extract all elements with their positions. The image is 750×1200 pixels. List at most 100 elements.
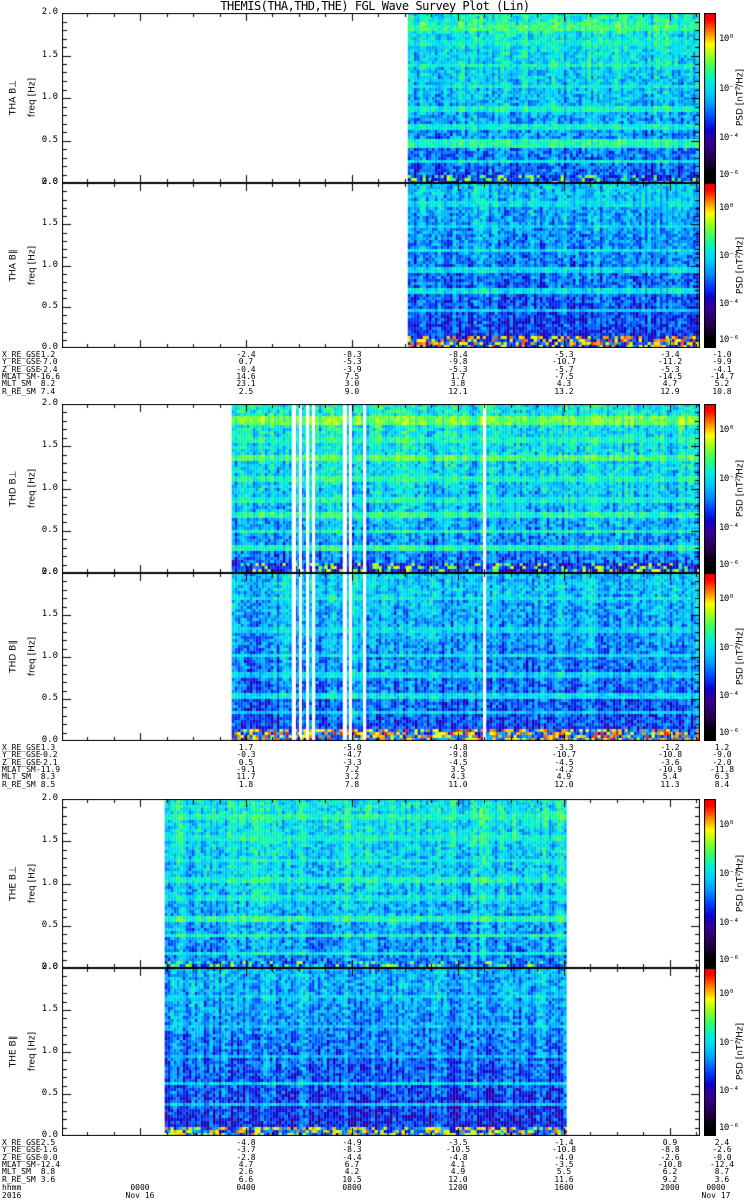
y-axis-label: freq [Hz] — [27, 636, 38, 677]
eph-value: 8.8 — [40, 1167, 56, 1177]
spectrogram-the-bpar — [62, 968, 700, 1136]
colorbar-tick-label: 10⁻⁶ — [719, 1123, 739, 1134]
eph-value: -0.4 — [236, 364, 256, 374]
eph-value: 1.2 — [40, 350, 56, 359]
panel-label: THD B∥ — [8, 640, 19, 673]
eph-value: 3.6 — [714, 1174, 730, 1184]
eph-value: 12.1 — [448, 386, 468, 396]
y-tick-label: 0.5 — [41, 919, 58, 930]
colorbar-tick-label: 10⁻⁶ — [719, 728, 739, 739]
eph-value: 1.2 — [714, 743, 730, 752]
time-tick-label: 0400 — [236, 1183, 256, 1193]
eph-value: -4.9 — [342, 1138, 362, 1147]
eph-value: -10.9 — [657, 764, 683, 774]
eph-value: 8.3 — [40, 772, 56, 782]
eph-value: 7.5 — [344, 371, 360, 381]
colorbar-tick-label: 10⁻² — [719, 869, 739, 880]
eph-value: 7.2 — [344, 764, 360, 774]
colorbar-label: PSD [nT²/Hz] — [735, 854, 746, 912]
colorbar-tick-label: 10⁻⁴ — [719, 132, 739, 143]
time-tick-label: 1200 — [448, 1183, 468, 1193]
eph-row-label: Y_RE_GSE — [2, 750, 41, 760]
eph-value: -5.0 — [342, 743, 362, 752]
eph-value: 8.5 — [40, 779, 56, 789]
eph-value: 6.3 — [714, 772, 730, 782]
colorbar-label: PSD [nT²/Hz] — [735, 236, 746, 294]
eph-row-label: R_RE_SM — [2, 1174, 36, 1184]
panel-label: THE B∥ — [8, 1035, 19, 1068]
eph-value: -9.1 — [236, 764, 256, 774]
colorbar — [704, 183, 716, 348]
spectrogram-tha-bperp — [62, 13, 700, 183]
eph-value: -4.0 — [554, 1152, 574, 1162]
eph-value: -3.9 — [342, 364, 362, 374]
eph-value: -9.8 — [448, 750, 468, 760]
eph-value: -3.4 — [660, 350, 680, 359]
eph-value: 11.7 — [236, 772, 256, 782]
colorbar-tick-label: 10⁻⁶ — [719, 335, 739, 346]
eph-value: -0.3 — [236, 750, 256, 760]
eph-value: 4.1 — [450, 1159, 466, 1169]
eph-value: 4.9 — [556, 772, 572, 782]
colorbar — [704, 799, 716, 968]
colorbar — [704, 968, 716, 1136]
eph-value: -4.4 — [342, 1152, 362, 1162]
eph-value: -8.4 — [448, 350, 468, 359]
colorbar-tick-label: 10⁰ — [719, 988, 734, 999]
eph-value: -4.5 — [448, 757, 468, 767]
eph-row-label: MLT_SM — [2, 772, 31, 782]
eph-value: -7.5 — [554, 371, 574, 381]
colorbar-tick-label: 10⁻⁶ — [719, 955, 739, 966]
eph-row-label: R_RE_SM — [2, 779, 36, 789]
y-tick-label: 1.0 — [41, 877, 58, 888]
eph-value: -8.3 — [342, 1145, 362, 1155]
time-row-label: hhmm — [2, 1183, 22, 1193]
eph-value: 0.9 — [662, 1138, 678, 1147]
eph-value: 4.2 — [344, 1167, 360, 1177]
eph-value: -4.8 — [448, 1152, 468, 1162]
colorbar-tick-label: 10⁻⁴ — [719, 918, 739, 929]
eph-value: -2.4 — [236, 350, 256, 359]
eph-value: -4.8 — [236, 1138, 256, 1147]
eph-value: 4.7 — [238, 1159, 254, 1169]
spectrogram-thd-bperp — [62, 404, 700, 573]
colorbar-tick-label: 10⁻⁴ — [719, 523, 739, 534]
eph-value: 6.2 — [662, 1167, 678, 1177]
eph-value: -9.0 — [712, 750, 732, 760]
colorbar-tick-label: 10⁻⁴ — [719, 691, 739, 702]
panel-label: THD B⊥ — [8, 469, 19, 507]
colorbar-label: PSD [nT²/Hz] — [735, 627, 746, 686]
eph-row-label: Y_RE_GSE — [2, 1145, 41, 1155]
colorbar — [704, 573, 716, 741]
eph-value: 0.7 — [238, 357, 254, 367]
eph-row-label: MLT_SM — [2, 379, 31, 389]
eph-value: 4.3 — [556, 379, 572, 389]
eph-value: 1.7 — [450, 371, 466, 381]
eph-value: -10.5 — [445, 1145, 471, 1155]
eph-value: 1.8 — [238, 779, 254, 789]
eph-value: -8.8 — [660, 1145, 680, 1155]
y-tick-label: 2.0 — [41, 398, 58, 408]
spectrogram-thd-bpar — [62, 573, 700, 741]
date-start-label: Nov 16 — [125, 1191, 155, 1200]
eph-value: 1.3 — [40, 743, 56, 752]
eph-value: 3.0 — [344, 379, 360, 389]
eph-value: 7.4 — [40, 386, 56, 396]
y-tick-label: 0.0 — [41, 342, 58, 352]
eph-value: -3.5 — [448, 1138, 468, 1147]
eph-value: -1.6 — [38, 1145, 58, 1155]
eph-value: 5.5 — [556, 1167, 572, 1177]
eph-value: 11.6 — [554, 1174, 574, 1184]
eph-value: 12.0 — [554, 779, 574, 789]
colorbar-tick-label: 10⁻⁴ — [719, 1086, 739, 1097]
eph-value: -12.4 — [709, 1159, 735, 1169]
eph-row-label: X_RE_GSE — [2, 1138, 41, 1147]
y-axis-label: freq [Hz] — [27, 245, 38, 285]
colorbar-tick-label: 10⁰ — [719, 820, 734, 831]
time-tick-label: 1600 — [554, 1183, 574, 1193]
eph-value: -1.2 — [660, 743, 680, 752]
time-tick-label: 0000 — [706, 1183, 726, 1193]
eph-value: 2.5 — [40, 1138, 56, 1147]
y-tick-label: 1.5 — [41, 1004, 58, 1014]
